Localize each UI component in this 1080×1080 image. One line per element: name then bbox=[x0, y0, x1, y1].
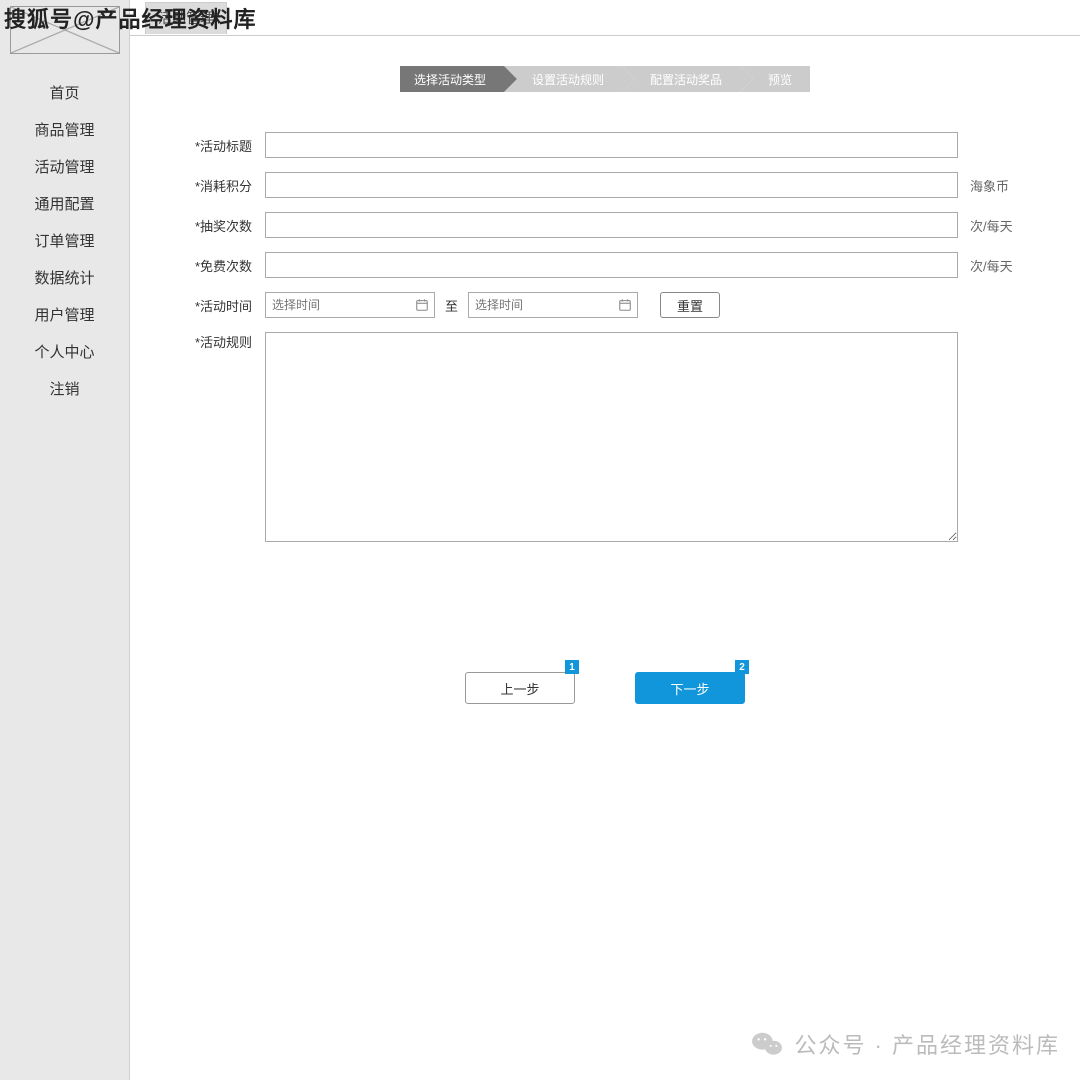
suffix-points: 海象币 bbox=[970, 176, 1015, 195]
step-config-prizes: 配置活动奖品 bbox=[622, 66, 740, 92]
textarea-rules[interactable] bbox=[265, 332, 958, 542]
input-title[interactable] bbox=[265, 132, 958, 158]
label-title: *活动标题 bbox=[195, 136, 265, 155]
sidebar-item-config[interactable]: 通用配置 bbox=[0, 185, 129, 222]
next-button-wrap: 2 下一步 bbox=[635, 672, 745, 704]
sidebar-item-activities[interactable]: 活动管理 bbox=[0, 148, 129, 185]
badge-prev: 1 bbox=[565, 660, 579, 674]
row-draw: *抽奖次数 次/每天 bbox=[195, 212, 1015, 238]
step-select-type: 选择活动类型 bbox=[400, 66, 504, 92]
sidebar-item-logout[interactable]: 注销 bbox=[0, 370, 129, 407]
suffix-free: 次/每天 bbox=[970, 256, 1015, 275]
row-title: *活动标题 bbox=[195, 132, 1015, 158]
action-buttons: 1 上一步 2 下一步 bbox=[130, 672, 1080, 704]
sidebar-item-stats[interactable]: 数据统计 bbox=[0, 259, 129, 296]
input-draw[interactable] bbox=[265, 212, 958, 238]
row-free: *免费次数 次/每天 bbox=[195, 252, 1015, 278]
date-end-wrap bbox=[468, 292, 638, 318]
label-free: *免费次数 bbox=[195, 256, 265, 275]
input-points[interactable] bbox=[265, 172, 958, 198]
step-set-rules: 设置活动规则 bbox=[504, 66, 622, 92]
main-content: 活动管理 选择活动类型 设置活动规则 配置活动奖品 预览 *活动标题 *消耗积分… bbox=[130, 0, 1080, 1080]
sidebar-item-products[interactable]: 商品管理 bbox=[0, 111, 129, 148]
footer-credit: 公众号 · 产品经理资料库 bbox=[750, 1028, 1060, 1060]
sidebar-nav: 首页 商品管理 活动管理 通用配置 订单管理 数据统计 用户管理 个人中心 注销 bbox=[0, 62, 129, 407]
sidebar-item-profile[interactable]: 个人中心 bbox=[0, 333, 129, 370]
wechat-icon bbox=[750, 1030, 784, 1058]
watermark-top: 搜狐号@产品经理资料库 bbox=[0, 0, 260, 36]
date-separator: 至 bbox=[445, 296, 458, 315]
label-rules: *活动规则 bbox=[195, 332, 265, 351]
activity-form: *活动标题 *消耗积分 海象币 *抽奖次数 次/每天 *免费次数 bbox=[195, 132, 1015, 542]
badge-next: 2 bbox=[735, 660, 749, 674]
sidebar: 首页 商品管理 活动管理 通用配置 订单管理 数据统计 用户管理 个人中心 注销 bbox=[0, 0, 130, 1080]
date-range-group: 至 重置 bbox=[265, 292, 958, 318]
label-draw: *抽奖次数 bbox=[195, 216, 265, 235]
row-rules: *活动规则 bbox=[195, 332, 1015, 542]
reset-button[interactable]: 重置 bbox=[660, 292, 720, 318]
row-points: *消耗积分 海象币 bbox=[195, 172, 1015, 198]
app-layout: 首页 商品管理 活动管理 通用配置 订单管理 数据统计 用户管理 个人中心 注销… bbox=[0, 0, 1080, 1080]
next-button[interactable]: 下一步 bbox=[635, 672, 745, 704]
step-indicator: 选择活动类型 设置活动规则 配置活动奖品 预览 bbox=[150, 66, 1060, 92]
row-time: *活动时间 至 重置 bbox=[195, 292, 1015, 318]
prev-button-wrap: 1 上一步 bbox=[465, 672, 575, 704]
topbar: 活动管理 bbox=[130, 0, 1080, 36]
footer-credit-text: 公众号 · 产品经理资料库 bbox=[794, 1028, 1060, 1060]
date-start-wrap bbox=[265, 292, 435, 318]
input-free[interactable] bbox=[265, 252, 958, 278]
label-points: *消耗积分 bbox=[195, 176, 265, 195]
prev-button[interactable]: 上一步 bbox=[465, 672, 575, 704]
sidebar-item-home[interactable]: 首页 bbox=[0, 74, 129, 111]
input-date-start[interactable] bbox=[265, 292, 435, 318]
suffix-draw: 次/每天 bbox=[970, 216, 1015, 235]
sidebar-item-orders[interactable]: 订单管理 bbox=[0, 222, 129, 259]
label-time: *活动时间 bbox=[195, 296, 265, 315]
sidebar-item-users[interactable]: 用户管理 bbox=[0, 296, 129, 333]
input-date-end[interactable] bbox=[468, 292, 638, 318]
content-area: 选择活动类型 设置活动规则 配置活动奖品 预览 *活动标题 *消耗积分 海象币 … bbox=[130, 36, 1080, 542]
